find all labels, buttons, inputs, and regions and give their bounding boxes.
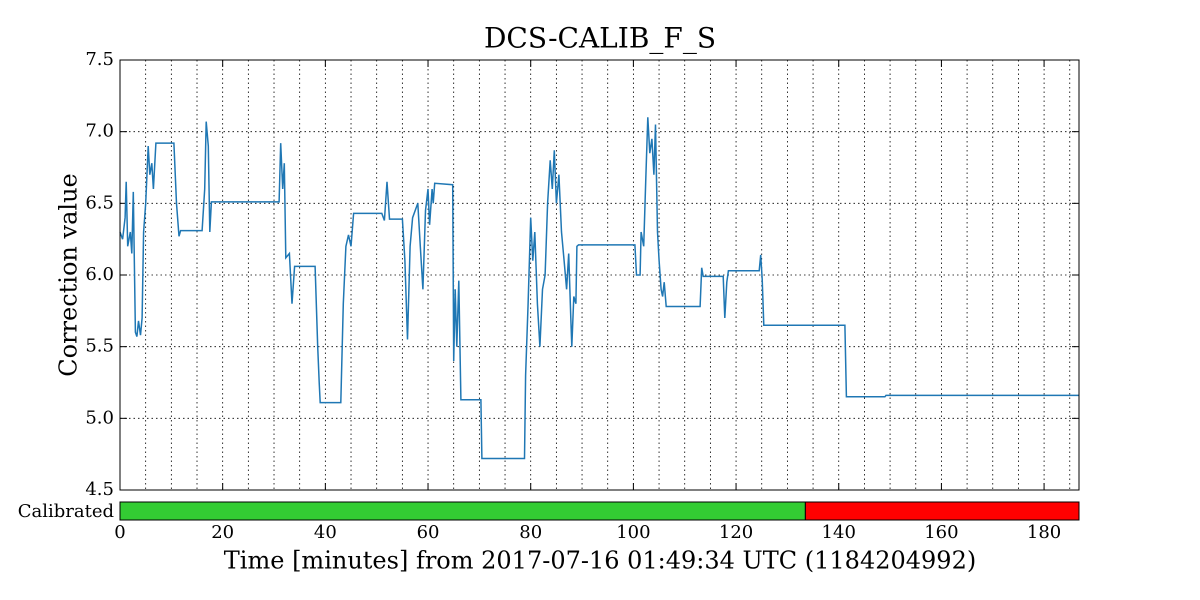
y-tick-label: 5.0: [85, 407, 114, 428]
x-tick-label: 120: [719, 522, 753, 543]
y-axis-label: Correction value: [55, 173, 83, 376]
data-line: [119, 117, 1079, 460]
state-frame: [119, 501, 1080, 521]
state-label: Calibrated: [18, 501, 114, 522]
y-tick-label: 6.0: [85, 264, 114, 285]
chart-title: DCS-CALIB_F_S: [484, 22, 716, 55]
y-tick-label: 5.5: [85, 336, 114, 357]
y-tick-label: 7.0: [85, 121, 114, 142]
x-tick-label: 160: [924, 522, 958, 543]
y-tick-label: 7.5: [85, 49, 114, 70]
x-tick-label: 60: [417, 522, 440, 543]
x-tick-label: 40: [314, 522, 337, 543]
x-tick-label: 0: [114, 522, 125, 543]
x-tick-label: 180: [1027, 522, 1061, 543]
y-tick-label: 4.5: [85, 479, 114, 500]
y-tick-label: 6.5: [85, 192, 114, 213]
x-tick-label: 80: [519, 522, 542, 543]
state-segment: [804, 501, 1080, 521]
plot-frame: [119, 59, 1080, 491]
x-axis-label: Time [minutes] from 2017-07-16 01:49:34 …: [224, 547, 976, 575]
x-tick-label: 140: [822, 522, 856, 543]
state-segment: [119, 501, 806, 521]
x-tick-label: 100: [616, 522, 650, 543]
x-tick-label: 20: [211, 522, 234, 543]
